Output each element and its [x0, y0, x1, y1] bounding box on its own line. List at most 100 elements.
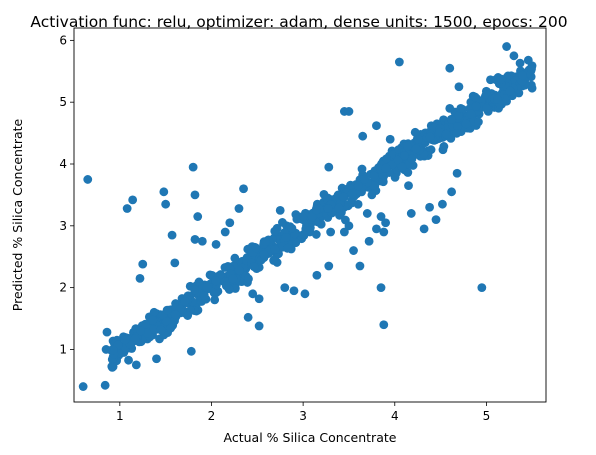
- data-point: [431, 215, 441, 225]
- data-point: [369, 171, 379, 181]
- data-point: [180, 296, 190, 306]
- x-tick-label: 3: [299, 409, 307, 423]
- data-point: [148, 315, 158, 325]
- data-point: [234, 204, 244, 213]
- data-point: [312, 270, 322, 280]
- data-point: [452, 128, 462, 138]
- y-tick-label: 6: [59, 33, 67, 47]
- data-point: [452, 168, 462, 178]
- data-point: [170, 258, 180, 268]
- data-point: [230, 284, 240, 293]
- data-point: [199, 291, 209, 300]
- data-point: [339, 192, 348, 202]
- data-point: [298, 230, 308, 239]
- data-point: [447, 187, 456, 197]
- data-point: [159, 187, 169, 197]
- data-point: [349, 246, 358, 255]
- chart-title: Activation func: relu, optimizer: adam, …: [30, 13, 567, 31]
- data-point: [220, 227, 230, 237]
- data-point: [505, 86, 515, 96]
- data-point: [221, 281, 231, 291]
- data-point: [78, 382, 88, 391]
- data-point: [439, 142, 449, 151]
- data-point: [324, 261, 334, 271]
- data-point: [283, 243, 293, 253]
- y-tick-label: 2: [59, 281, 67, 295]
- data-point: [210, 295, 220, 305]
- data-point: [193, 212, 203, 221]
- data-point: [188, 162, 198, 172]
- data-point: [397, 162, 407, 172]
- data-point: [291, 238, 301, 248]
- data-point: [136, 326, 146, 336]
- data-point: [407, 154, 417, 164]
- data-point: [239, 184, 248, 194]
- data-point: [376, 212, 386, 221]
- data-point: [324, 162, 334, 172]
- data-point: [419, 224, 429, 234]
- data-point: [381, 163, 391, 173]
- data-point: [486, 75, 495, 85]
- data-point: [358, 131, 368, 141]
- data-point: [394, 57, 404, 67]
- data-point: [108, 345, 118, 355]
- data-point: [410, 127, 420, 137]
- data-point: [190, 190, 200, 200]
- data-point: [379, 320, 389, 330]
- data-point: [393, 155, 403, 165]
- data-point: [406, 209, 416, 218]
- data-point: [156, 325, 166, 335]
- data-point: [152, 354, 161, 364]
- data-point: [509, 51, 519, 61]
- data-point: [526, 65, 536, 74]
- data-point: [357, 164, 367, 174]
- data-point: [311, 230, 321, 239]
- data-point: [425, 132, 435, 142]
- data-point: [496, 74, 506, 84]
- data-point: [170, 309, 180, 319]
- data-point: [149, 307, 159, 317]
- data-point: [161, 199, 171, 209]
- data-point: [190, 285, 200, 295]
- data-point: [382, 154, 391, 164]
- data-point: [515, 58, 525, 68]
- data-point: [128, 195, 138, 205]
- data-point: [364, 236, 374, 246]
- data-point: [140, 319, 150, 329]
- data-point: [307, 212, 317, 222]
- data-point: [453, 122, 463, 131]
- data-point: [270, 245, 280, 254]
- data-point: [477, 283, 487, 293]
- data-point: [292, 214, 302, 224]
- data-point: [359, 174, 369, 184]
- data-point: [122, 204, 132, 213]
- data-point: [211, 239, 221, 249]
- data-point: [523, 55, 533, 65]
- data-point: [403, 141, 412, 151]
- data-point: [162, 317, 172, 327]
- data-point: [353, 181, 363, 191]
- data-point: [100, 380, 110, 390]
- data-point: [102, 327, 112, 337]
- x-tick-label: 4: [391, 409, 399, 423]
- plot-area: [78, 42, 537, 391]
- data-point: [211, 276, 221, 286]
- data-point: [372, 121, 381, 131]
- data-point: [493, 94, 502, 104]
- data-point: [243, 312, 253, 322]
- data-point: [400, 151, 409, 160]
- data-point: [299, 212, 308, 221]
- data-point: [334, 203, 344, 213]
- data-point: [353, 199, 363, 209]
- data-point: [261, 237, 271, 246]
- data-point: [367, 190, 377, 200]
- data-point: [454, 111, 463, 120]
- data-point: [381, 218, 391, 228]
- data-point: [372, 224, 381, 234]
- data-point: [234, 266, 244, 275]
- data-point: [225, 218, 235, 228]
- x-tick-label: 5: [483, 409, 491, 423]
- data-point: [280, 283, 290, 293]
- data-point: [83, 175, 93, 184]
